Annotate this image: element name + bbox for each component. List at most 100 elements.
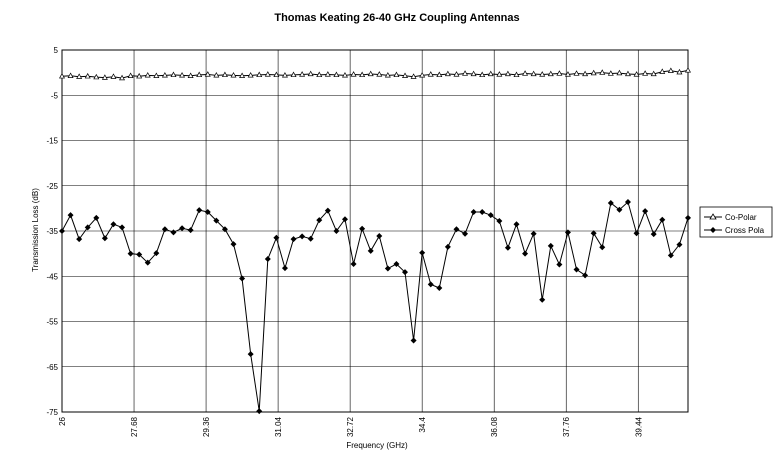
legend-label-co-polar: Co-Polar <box>725 213 757 222</box>
data-point <box>659 68 666 74</box>
data-point <box>324 71 331 77</box>
data-point <box>616 206 623 213</box>
data-point <box>427 71 434 77</box>
data-point <box>453 226 460 233</box>
data-point <box>436 285 443 292</box>
data-point <box>136 72 143 79</box>
data-point <box>84 72 91 79</box>
data-point <box>187 227 194 234</box>
y-tick-label: -55 <box>46 318 58 327</box>
legend: Co-Polar Cross Pola <box>699 206 773 238</box>
data-point <box>290 71 297 78</box>
data-point <box>161 226 168 233</box>
data-point <box>333 71 340 78</box>
x-axis-label: Frequency (GHz) <box>346 441 408 450</box>
data-point <box>127 72 134 78</box>
data-point <box>642 70 649 76</box>
x-tick-label: 29.36 <box>202 416 211 437</box>
data-point <box>556 70 563 76</box>
data-point <box>93 73 100 80</box>
y-tick-label: -45 <box>46 272 58 281</box>
data-point <box>530 70 537 77</box>
data-point <box>67 72 74 78</box>
data-point <box>384 265 391 272</box>
data-point <box>153 250 160 257</box>
data-point <box>144 259 151 266</box>
data-point <box>290 236 297 243</box>
data-point <box>384 72 391 78</box>
data-point <box>299 71 306 77</box>
x-tick-label: 37.76 <box>562 416 571 437</box>
data-point <box>59 228 65 234</box>
data-point <box>530 230 537 237</box>
data-point <box>659 216 666 223</box>
data-point <box>573 70 580 76</box>
data-point <box>119 74 126 81</box>
y-tick-label: 5 <box>54 46 59 55</box>
data-point <box>453 71 460 77</box>
data-point <box>247 351 254 358</box>
data-point <box>161 72 168 78</box>
data-point <box>230 72 237 78</box>
data-point <box>324 207 331 214</box>
data-point <box>470 70 477 77</box>
legend-box <box>699 206 773 238</box>
x-tick-label: 34.4 <box>418 416 427 432</box>
y-axis-label: Transmission Loss (dB) <box>31 188 40 272</box>
data-point <box>624 70 631 77</box>
data-point <box>256 408 263 415</box>
data-point <box>110 221 117 228</box>
data-point <box>444 243 451 250</box>
legend-marker-cross-pola <box>710 227 716 233</box>
data-point <box>539 71 546 77</box>
data-point <box>513 71 520 78</box>
data-point <box>582 272 589 279</box>
data-point <box>402 72 409 78</box>
data-point <box>462 230 469 237</box>
x-tick-label: 39.44 <box>634 416 643 437</box>
data-point <box>119 224 126 231</box>
x-tick-label: 36.08 <box>490 416 499 437</box>
data-point <box>170 229 177 236</box>
data-point <box>616 69 623 76</box>
data-point <box>281 265 288 272</box>
data-point <box>582 70 589 77</box>
data-point <box>376 232 383 239</box>
data-point <box>599 69 606 75</box>
data-point <box>427 281 434 288</box>
x-tick-labels: 26 27.68 29.36 31.04 32.72 34.4 36.08 37.76 39.4… <box>58 416 643 437</box>
data-point <box>564 229 571 236</box>
y-tick-label: -75 <box>46 408 58 417</box>
data-point <box>633 230 640 237</box>
data-point <box>393 71 400 78</box>
data-point <box>170 71 177 78</box>
data-point <box>127 250 134 257</box>
data-point <box>419 72 426 78</box>
data-point <box>547 242 554 249</box>
x-tick-label: 26 <box>58 416 67 425</box>
data-point <box>76 236 83 243</box>
data-point <box>633 71 640 77</box>
data-point <box>496 71 503 77</box>
series-cross-pola <box>59 199 691 415</box>
data-point <box>667 67 674 73</box>
data-point <box>676 68 683 75</box>
data-point <box>204 71 211 77</box>
data-point <box>504 70 511 77</box>
data-point <box>213 72 220 78</box>
data-point <box>230 241 237 248</box>
data-point <box>153 72 160 78</box>
data-point <box>101 235 108 242</box>
data-point <box>239 72 246 78</box>
y-tick-labels: 5 -5 -15 -25 -35 -45 -55 -65 -75 <box>46 46 58 417</box>
data-point <box>367 70 374 77</box>
y-tick-label: -65 <box>46 363 58 372</box>
data-point <box>367 247 374 254</box>
data-point <box>281 72 288 78</box>
data-point <box>359 71 366 78</box>
data-point <box>513 221 520 228</box>
data-point <box>239 275 246 282</box>
legend-label-cross-pola: Cross Pola <box>725 226 765 235</box>
data-point <box>479 208 486 215</box>
